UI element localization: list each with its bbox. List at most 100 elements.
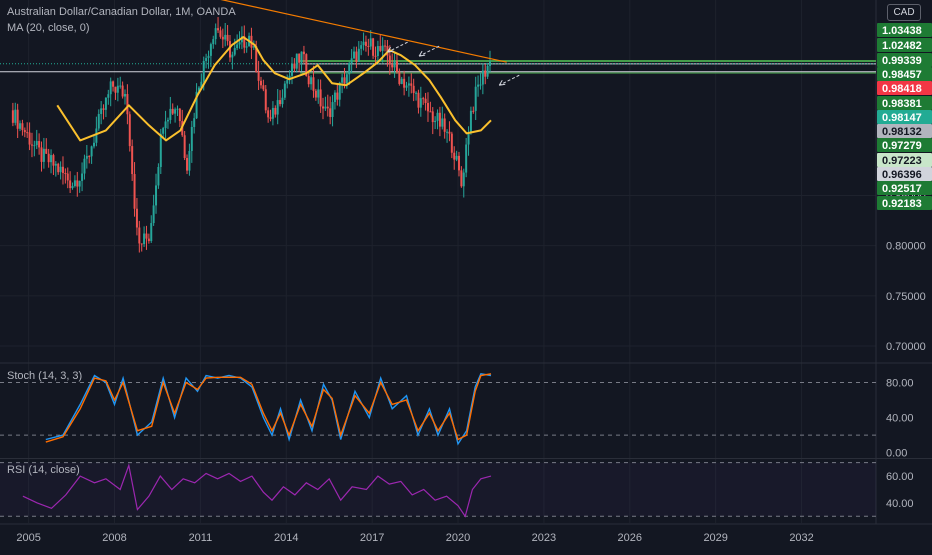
price-level-badge <box>877 167 932 181</box>
candle-body <box>372 38 375 56</box>
candle-body <box>159 133 162 167</box>
candle-body <box>90 146 93 157</box>
stoch-tick-label: 40.00 <box>886 413 914 425</box>
candle-body <box>317 89 320 98</box>
candle-body <box>143 233 146 245</box>
stoch-series-line <box>45 373 492 443</box>
time-tick-label: 2014 <box>274 532 298 544</box>
candle-body <box>66 173 69 181</box>
price-level-label: 0.92517 <box>882 183 922 195</box>
annotation-arrow <box>418 45 440 57</box>
candle-body <box>457 155 460 171</box>
candle-body <box>14 109 17 123</box>
candle-body <box>28 132 31 145</box>
candle-body <box>197 87 200 92</box>
candle-body <box>345 74 348 84</box>
candle-body <box>145 233 148 239</box>
price-level-label: 0.98418 <box>882 83 922 95</box>
candle-body <box>259 80 262 86</box>
candle-body <box>112 81 115 87</box>
ma-legend: MA (20, close, 0) <box>7 22 94 34</box>
candle-body <box>319 89 322 107</box>
candle-body <box>33 145 36 147</box>
candle-body <box>104 97 107 110</box>
candle-body <box>467 132 470 145</box>
currency-badge[interactable]: CAD <box>887 4 921 21</box>
candle-body <box>405 85 408 88</box>
rsi-tick-label: 40.00 <box>886 498 914 510</box>
candle-body <box>188 150 191 171</box>
candle-body <box>52 155 55 166</box>
candle-body <box>364 41 367 46</box>
candle-body <box>324 106 327 109</box>
candle-body <box>233 48 236 55</box>
candle-body <box>109 81 112 95</box>
candle-body <box>336 92 339 100</box>
time-tick-label: 2005 <box>16 532 40 544</box>
candle-body <box>236 44 239 49</box>
candle-body <box>30 144 33 146</box>
candle-body <box>267 110 270 118</box>
candle-body <box>403 78 406 88</box>
price-level-label: 0.92183 <box>882 198 922 210</box>
candle-body <box>262 85 265 90</box>
candle-body <box>88 155 91 157</box>
candle-body <box>279 100 282 105</box>
moving-average-line <box>56 36 492 142</box>
candle-body <box>183 135 186 158</box>
time-tick-label: 2023 <box>532 532 556 544</box>
price-level-label: 0.98147 <box>882 112 922 124</box>
rsi-band-fill <box>0 462 876 517</box>
candle-body <box>312 77 315 91</box>
candle-body <box>410 83 413 86</box>
candle-body <box>415 92 418 94</box>
rsi-legend: RSI (14, close) <box>7 464 84 476</box>
candle-body <box>209 44 212 56</box>
candle-body <box>331 102 334 117</box>
candle-body <box>228 41 231 58</box>
candle-body <box>83 158 86 174</box>
candle-body <box>164 121 167 129</box>
candle-body <box>155 185 158 206</box>
candle-body <box>140 243 143 245</box>
time-tick-label: 2026 <box>618 532 642 544</box>
candle-body <box>269 117 272 119</box>
candle-body <box>295 53 298 69</box>
candle-body <box>300 51 303 63</box>
candle-body <box>193 118 196 127</box>
candle-body <box>314 90 317 98</box>
candle-body <box>400 78 403 84</box>
candle-body <box>302 51 305 55</box>
candle-body <box>281 97 284 105</box>
candle-body <box>85 155 88 159</box>
candle-body <box>219 30 222 37</box>
price-level-badge <box>877 153 932 167</box>
candle-body <box>257 71 260 81</box>
candle-body <box>100 108 103 114</box>
candle-body <box>178 108 181 122</box>
candle-body <box>186 157 189 171</box>
candle-body <box>310 77 313 85</box>
candle-body <box>271 107 274 119</box>
candle-body <box>152 205 155 224</box>
candle-body <box>64 172 67 174</box>
candle-body <box>171 108 174 114</box>
candle-body <box>341 77 344 83</box>
candle-body <box>95 128 98 143</box>
candle-body <box>357 48 360 63</box>
candle-body <box>291 63 293 76</box>
candle-body <box>26 132 29 134</box>
candle-body <box>92 142 95 147</box>
candle-body <box>78 180 81 187</box>
candle-body <box>453 152 456 160</box>
candle-body <box>47 153 50 163</box>
candle-body <box>443 118 446 132</box>
price-tick-label: 0.70000 <box>886 341 926 353</box>
price-level-label: 0.98457 <box>882 69 922 81</box>
candle-body <box>119 85 122 87</box>
candle-body <box>69 180 72 189</box>
candle-body <box>19 123 22 129</box>
price-level-badge <box>877 67 932 81</box>
